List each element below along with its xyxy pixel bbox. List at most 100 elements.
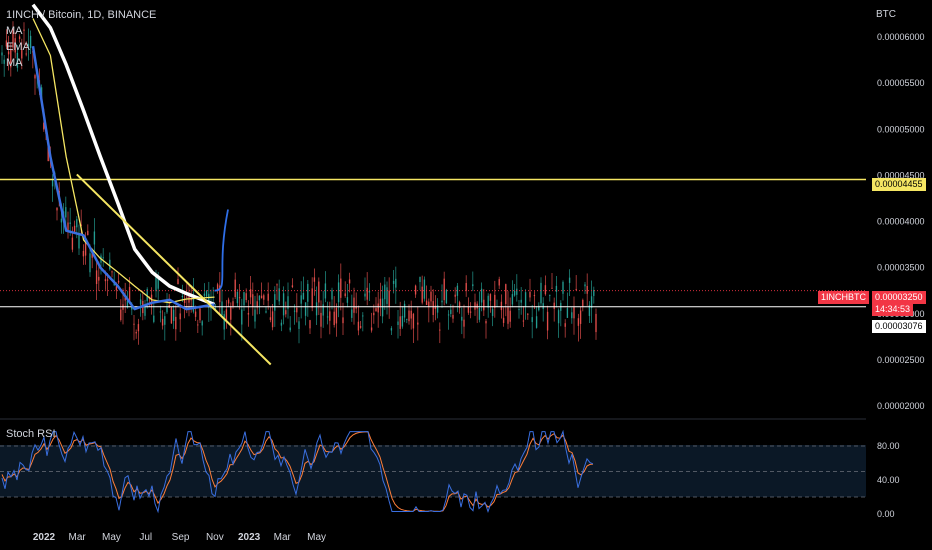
countdown-label: 14:34:53 — [872, 303, 914, 316]
candle-body — [307, 283, 309, 302]
candle-body — [111, 271, 113, 273]
candle-body — [441, 300, 443, 303]
candle-body — [527, 313, 529, 315]
candle-body — [60, 218, 63, 223]
candle-body — [1, 52, 3, 56]
candle-body — [390, 328, 393, 331]
candle-body — [5, 40, 8, 47]
candle-body — [219, 285, 221, 303]
candle-body — [428, 301, 430, 307]
candle-body — [267, 293, 269, 301]
candle-body — [56, 207, 58, 211]
candle-body — [232, 301, 234, 307]
candle-body — [401, 315, 404, 327]
candle-body — [590, 296, 593, 308]
candle-body — [425, 300, 428, 306]
candle-body — [562, 281, 564, 294]
indicator-ma-1[interactable]: MA — [6, 25, 23, 37]
candle-body — [104, 279, 107, 282]
symbol-tag: 1INCHBTC — [818, 291, 870, 304]
time-tick-label: Mar — [69, 532, 87, 543]
candle-body — [326, 316, 329, 318]
candle-body — [120, 309, 122, 320]
candle-body — [186, 296, 188, 298]
candle-body — [507, 307, 509, 324]
candle-body — [520, 299, 522, 303]
candle-body — [318, 281, 320, 303]
candle-body — [551, 287, 553, 289]
candle-body — [443, 278, 445, 301]
candle-body — [553, 302, 555, 309]
candle-body — [388, 290, 390, 307]
candle-body — [483, 299, 485, 311]
candle-body — [203, 293, 206, 296]
candle-body — [346, 297, 349, 303]
rsi-axis: 80.00 40.00 0.00 — [877, 441, 900, 519]
candle-body — [278, 288, 280, 302]
candle-body — [414, 285, 417, 295]
candle-body — [304, 302, 307, 316]
indicator-ma-2[interactable]: MA — [6, 57, 23, 69]
candle-body — [463, 319, 465, 327]
price-tick-label: 0.00006000 — [877, 32, 925, 42]
candle-body — [359, 326, 362, 328]
candle-body — [375, 308, 377, 312]
descending-trendline[interactable] — [76, 173, 272, 366]
symbol-title[interactable]: 1INCH / Bitcoin, 1D, BINANCE — [6, 9, 157, 21]
candle-body — [69, 222, 71, 224]
candle-body — [575, 288, 577, 290]
candle-body — [205, 291, 208, 297]
candle-body — [16, 52, 19, 68]
time-tick-label: May — [102, 532, 121, 543]
candle-body — [333, 311, 335, 325]
candle-body — [227, 299, 230, 304]
candle-body — [302, 292, 305, 300]
candle-body — [419, 276, 421, 283]
candle-body — [450, 309, 452, 314]
candle-body — [137, 324, 140, 332]
candle-body — [472, 284, 474, 287]
indicator-ema[interactable]: EMA — [6, 41, 30, 53]
candle-body — [489, 294, 492, 301]
candle-body — [225, 309, 228, 321]
candle-body — [73, 225, 76, 234]
candle-body — [381, 298, 384, 317]
candle-body — [351, 309, 353, 318]
candle-body — [256, 301, 258, 308]
candle-body — [344, 293, 346, 297]
candle-body — [439, 329, 441, 331]
candle-body — [432, 301, 434, 315]
projection-curve[interactable] — [214, 209, 229, 292]
candle-body — [322, 304, 324, 316]
candle-body — [93, 231, 96, 245]
candle-body — [51, 179, 54, 187]
candle-body — [505, 284, 507, 305]
candle-body — [293, 310, 296, 312]
candle-body — [544, 285, 547, 295]
time-tick-label: Nov — [206, 532, 224, 543]
price-tick-label: 0.00002000 — [877, 401, 925, 411]
candle-body — [487, 295, 489, 308]
candle-body — [454, 294, 456, 297]
candle-body — [355, 306, 357, 309]
candle-body — [412, 313, 415, 329]
candle-body — [271, 311, 274, 328]
stoch-rsi-title[interactable]: Stoch RSI — [6, 428, 56, 440]
candle-body — [296, 307, 298, 313]
candle-body — [555, 285, 558, 292]
candle-body — [133, 323, 135, 325]
candle-body — [23, 29, 25, 31]
rsi-band — [0, 445, 866, 497]
candle-body — [384, 284, 386, 300]
candle-body — [234, 279, 236, 298]
candle-body — [177, 279, 179, 285]
candle-body — [469, 311, 472, 313]
support-level-label: 0.00003076 — [872, 320, 926, 333]
candle-body — [595, 313, 597, 333]
candle-body — [403, 303, 406, 318]
candle-body — [287, 296, 289, 309]
candle-body — [298, 321, 300, 329]
candle-body — [190, 298, 192, 301]
candle-body — [445, 289, 448, 304]
